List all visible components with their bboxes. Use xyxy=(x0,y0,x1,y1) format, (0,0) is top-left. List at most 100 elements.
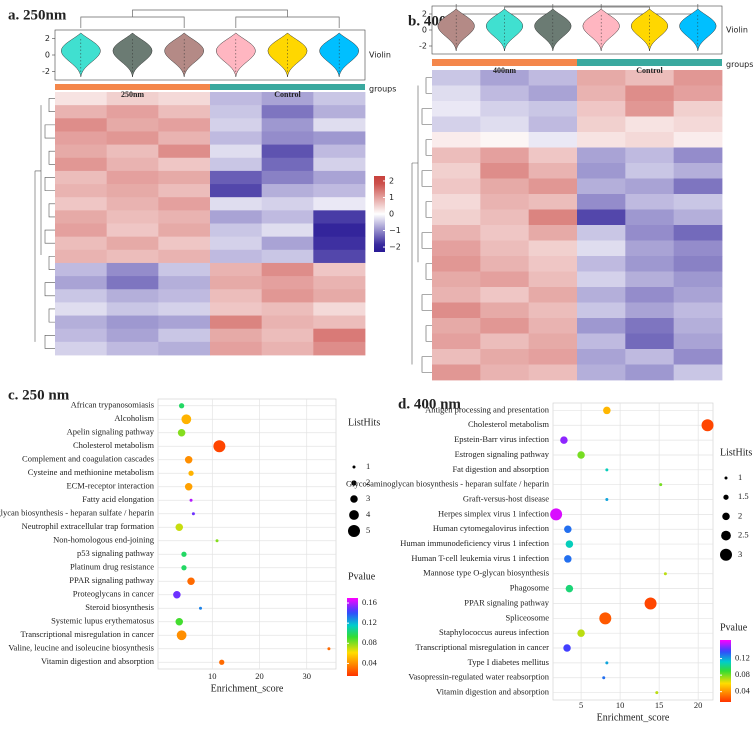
heatmap-cell xyxy=(55,341,108,356)
plot-panel xyxy=(157,398,337,670)
heatmap-cell xyxy=(432,194,481,210)
size-legend-key xyxy=(351,480,357,486)
heatmap-cell xyxy=(432,116,481,133)
bubble xyxy=(184,483,193,491)
colorbar-tick-label: −1 xyxy=(389,226,401,235)
size-legend-label: 2 xyxy=(738,510,742,520)
y-tick-label: Type I diabetes mellitus xyxy=(468,657,549,667)
size-legend-key xyxy=(721,530,731,541)
heatmap-cell xyxy=(432,147,481,164)
heatmap-cell xyxy=(432,163,481,179)
heatmap-cell xyxy=(480,101,530,117)
heatmap-cell xyxy=(261,144,314,159)
heatmap-cell xyxy=(158,276,211,290)
panel-title: c. 250 nm xyxy=(8,387,70,403)
heatmap-cell xyxy=(528,287,578,303)
heatmap-cell xyxy=(158,328,211,343)
heatmap-cell xyxy=(432,364,481,381)
heatmap-cell xyxy=(673,364,723,381)
heatmap-cell xyxy=(480,209,530,226)
bubble xyxy=(564,555,572,563)
bubble xyxy=(219,659,225,665)
heatmap-cell xyxy=(55,315,108,330)
heatmap-cell xyxy=(55,92,108,106)
violin-panel xyxy=(431,5,723,55)
bubble xyxy=(178,403,185,409)
bubble xyxy=(175,523,183,531)
heatmap-cell xyxy=(106,131,159,145)
heatmap-cell xyxy=(577,256,626,272)
heatmap-cell xyxy=(577,318,626,334)
heatmap-cell xyxy=(528,349,578,365)
bubble xyxy=(655,691,659,695)
y-tick-label: Cholesterol metabolism xyxy=(73,440,154,450)
bubble xyxy=(599,612,612,625)
y-tick-label: Vitamin digestion and absorption xyxy=(41,656,155,666)
heatmap-cell xyxy=(577,116,626,133)
size-legend-key xyxy=(350,495,358,503)
y-tick-label: Systemic lupus erythematosus xyxy=(51,616,154,626)
heatmap-cell xyxy=(313,236,366,251)
heatmap-cell xyxy=(106,249,159,264)
size-legend-key xyxy=(722,512,730,521)
heatmap-cell xyxy=(313,170,366,185)
bubble xyxy=(577,629,585,637)
heatmap-cell xyxy=(673,256,723,272)
heatmap-cell xyxy=(55,197,108,211)
heatmap-cell xyxy=(432,318,481,334)
size-legend-label: 3 xyxy=(366,493,370,503)
heatmap-cell xyxy=(625,240,675,257)
heatmap-cell xyxy=(432,178,481,195)
size-legend-label: 1.5 xyxy=(738,491,749,501)
y-tick-label: p53 signaling pathway xyxy=(77,548,155,558)
heatmap-cell xyxy=(158,249,211,264)
heatmap-cell xyxy=(158,170,211,185)
bubble xyxy=(663,572,667,576)
row-dendrogram xyxy=(44,124,55,139)
heatmap-cell xyxy=(210,157,263,172)
violin-tick-label: 2 xyxy=(422,10,427,19)
heatmap-cell xyxy=(261,118,314,132)
bubble xyxy=(181,414,192,425)
color-legend-title: Pvalue xyxy=(720,622,748,633)
group-label: Control xyxy=(636,66,663,75)
colorbar-tick-label: 0.12 xyxy=(362,617,377,627)
row-dendrogram xyxy=(421,232,432,249)
heatmap-cell xyxy=(261,236,314,251)
heatmap-cell xyxy=(432,70,481,86)
heatmap-cell xyxy=(261,131,314,145)
heatmap-cell xyxy=(625,271,675,288)
bubble xyxy=(198,606,202,610)
y-tick-label: Cysteine and methionine metabolism xyxy=(28,467,155,477)
violin xyxy=(61,32,101,78)
heatmap-cell xyxy=(210,92,263,106)
heatmap-cell xyxy=(577,333,626,350)
violin xyxy=(112,32,153,78)
x-tick-label: 20 xyxy=(255,671,264,681)
heatmap-cell xyxy=(158,302,211,316)
bubble xyxy=(605,661,609,665)
y-tick-label: Mannose type O-glycan biosynthesis xyxy=(423,568,549,578)
heatmap-cell xyxy=(528,333,578,350)
x-tick-label: 15 xyxy=(655,700,664,710)
heatmap-cell xyxy=(480,333,530,350)
heatmap-cell xyxy=(528,225,578,241)
heatmap-cell xyxy=(625,318,675,334)
colorbar-tick-label: 0 xyxy=(389,210,394,219)
size-legend-label: 2 xyxy=(366,477,370,487)
row-dendrogram xyxy=(421,294,432,311)
colorbar-tick-label: 0.12 xyxy=(735,653,750,663)
heatmap-cell xyxy=(106,92,159,106)
heatmap-cell xyxy=(480,364,530,381)
heatmap-cell xyxy=(480,225,530,241)
row-dendrogram xyxy=(48,98,55,113)
heatmap-cell xyxy=(55,184,108,198)
bubble xyxy=(177,429,186,437)
heatmap-cell xyxy=(313,144,366,159)
y-tick-label: Estrogen signaling pathway xyxy=(455,449,550,459)
size-legend-label: 1 xyxy=(738,472,742,482)
heatmap-cell xyxy=(673,271,723,288)
heatmap-cell xyxy=(55,223,108,238)
heatmap-cell xyxy=(106,223,159,238)
y-tick-label: Apelin signaling pathway xyxy=(67,427,155,437)
